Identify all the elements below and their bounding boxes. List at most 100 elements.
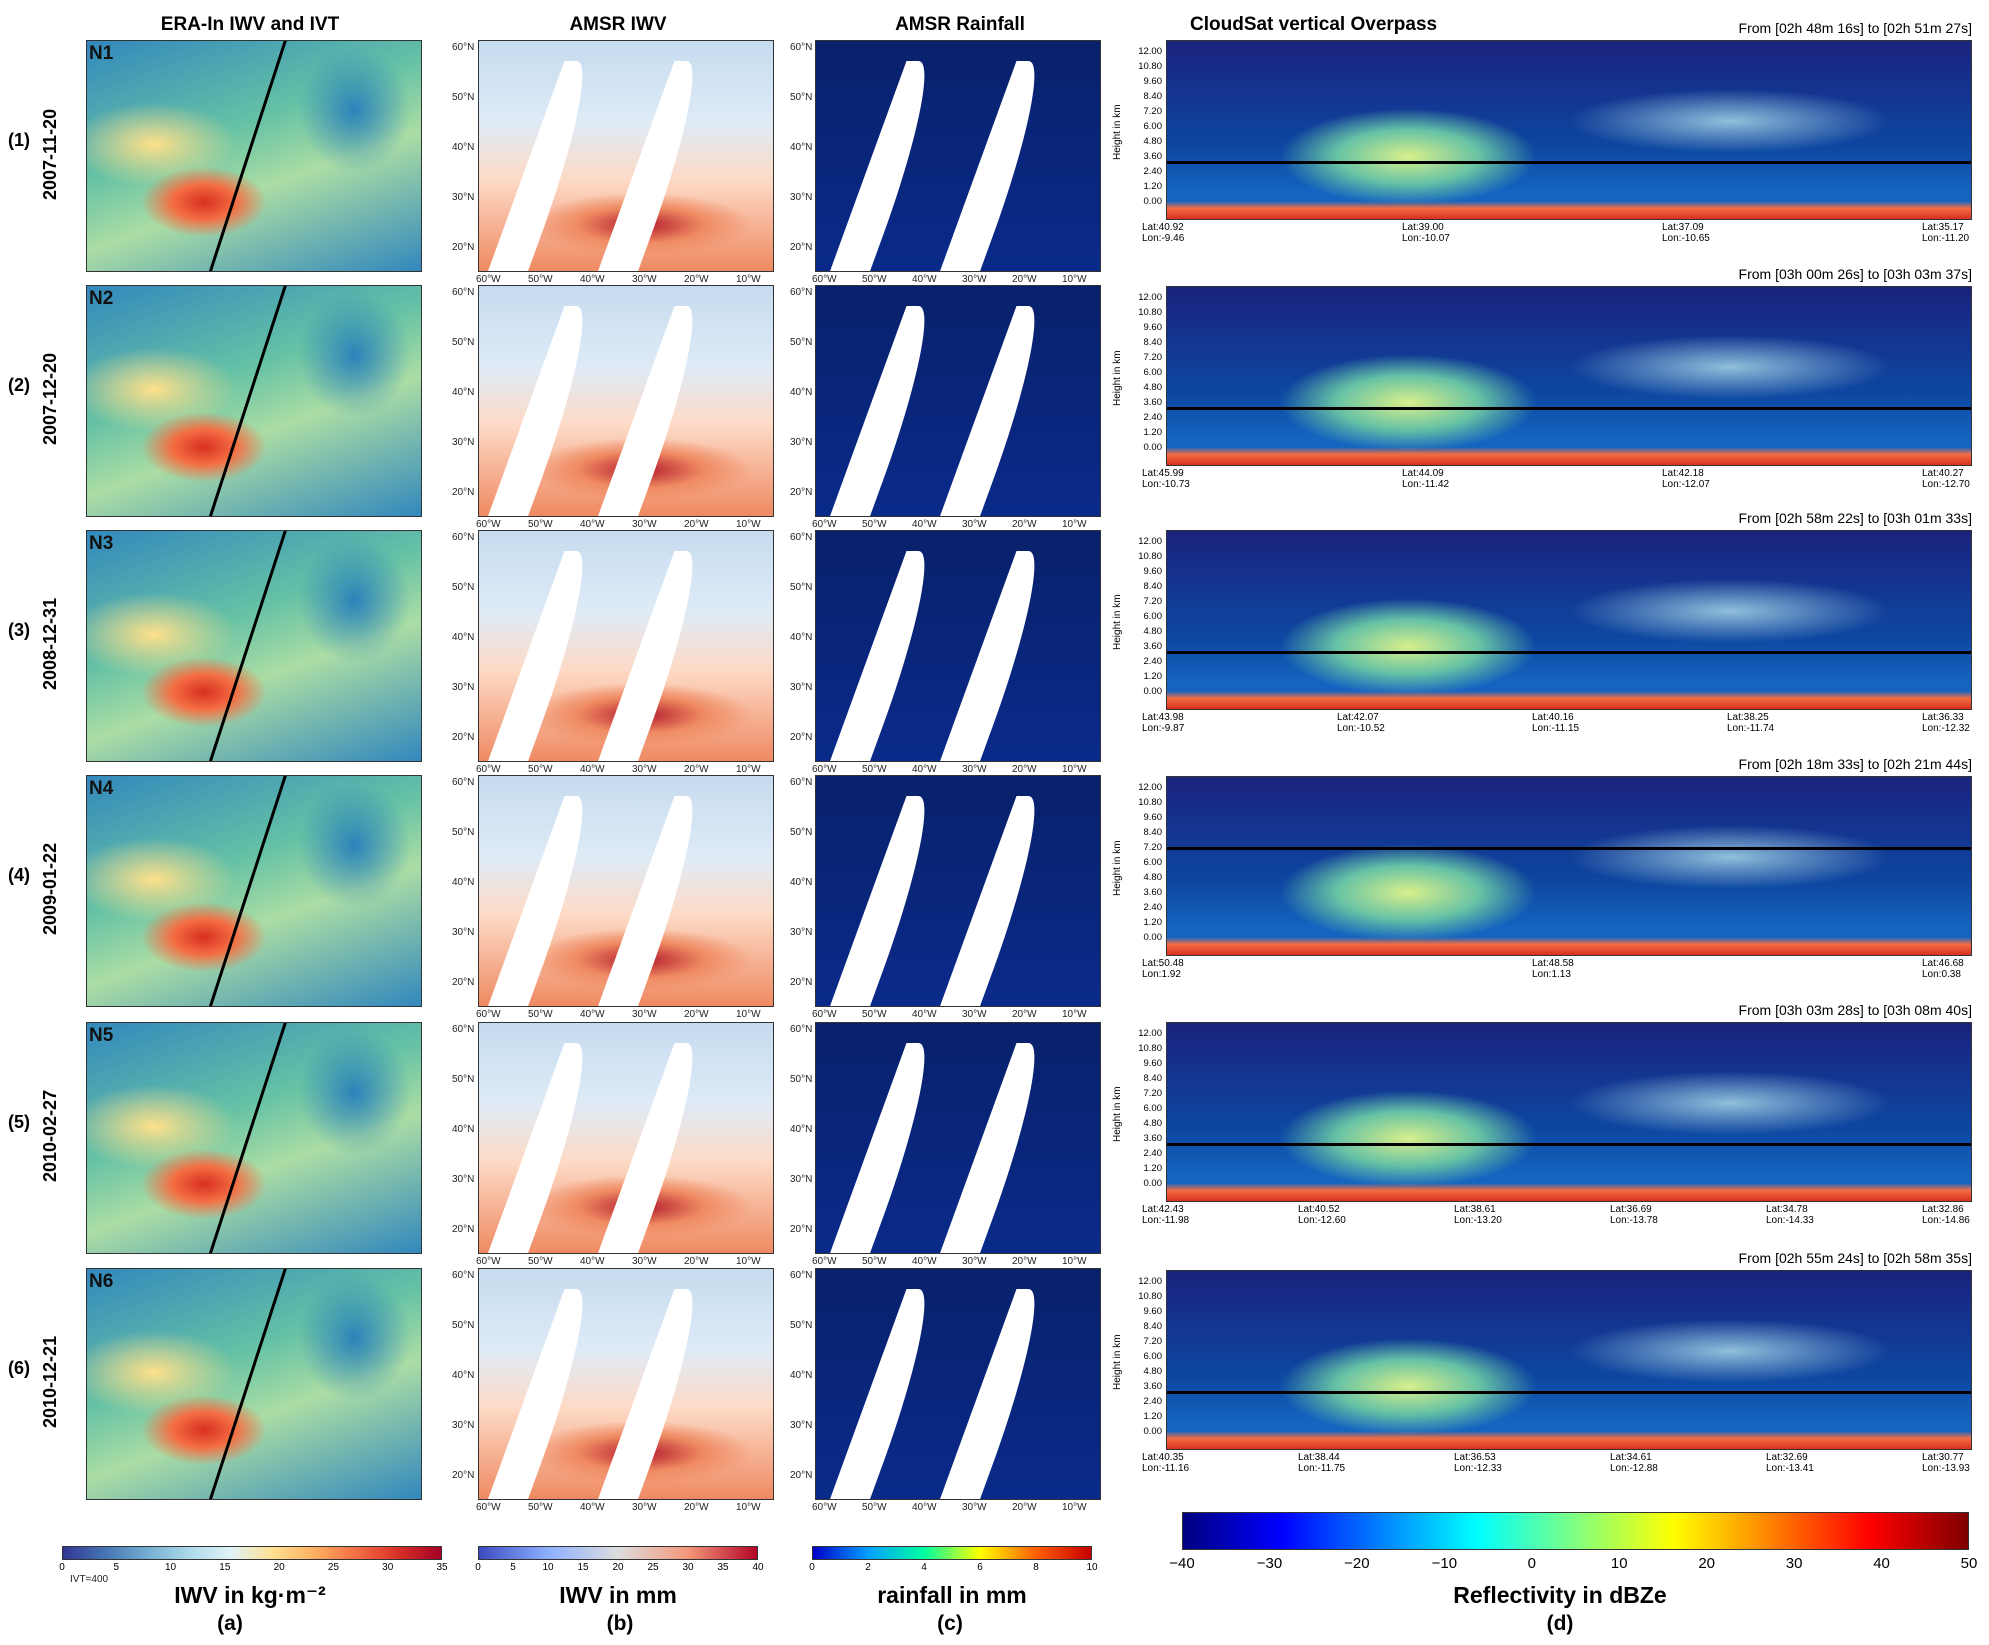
lat-tick: 40°N <box>452 877 475 888</box>
profile-y-ticks: 12.00 10.80 9.60 8.40 7.20 6.00 4.80 3.60 2.40 1.… <box>1128 1274 1162 1439</box>
missing-swath <box>925 61 1057 271</box>
lon-tick: 30°W <box>632 519 657 530</box>
lat-tick: 20°N <box>790 977 813 988</box>
label-b: IWV in mm <box>559 1582 677 1608</box>
lon-tick: 60°W <box>476 1256 501 1267</box>
missing-swath <box>479 306 605 516</box>
lon-tick: 30°W <box>962 1009 987 1020</box>
lon-value: Lon:-10.52 <box>1337 723 1385 734</box>
cloudsat-track-line <box>207 41 291 271</box>
lon-tick: 40°W <box>580 1502 605 1513</box>
colorbar-tick: 40 <box>752 1562 764 1573</box>
profile-y-tick: 12.00 <box>1138 292 1162 303</box>
lon-tick: 40°W <box>580 1009 605 1020</box>
letter-b: (b) <box>606 1612 634 1635</box>
lat-lon-label: Lat:44.09 Lon:-11.42 <box>1402 468 1449 490</box>
era-map-label: N2 <box>89 288 114 309</box>
lat-value: Lat:46.68 <box>1922 958 1964 969</box>
freezing-level-line <box>1167 1143 1971 1146</box>
lon-tick: 60°W <box>812 1009 837 1020</box>
missing-swath <box>816 551 947 761</box>
profile-y-ticks: 12.00 10.80 9.60 8.40 7.20 6.00 4.80 3.60 2.40 1.… <box>1128 290 1162 455</box>
amsr-iwv-map <box>478 40 774 272</box>
lat-tick: 50°N <box>452 1074 475 1085</box>
lat-tick: 60°N <box>452 42 475 53</box>
lat-value: Lat:48.58 <box>1532 958 1574 969</box>
colorbar-tick: 2 <box>865 1562 871 1573</box>
lat-value: Lat:40.16 <box>1532 712 1574 723</box>
amsr-iwv-map <box>478 1022 774 1254</box>
amsr-rainfall-map <box>815 1268 1101 1500</box>
profile-y-tick: 7.20 <box>1143 596 1163 607</box>
profile-y-tick: 0.00 <box>1143 442 1163 453</box>
lon-tick: 50°W <box>862 274 887 285</box>
row-number: (5) <box>8 1112 30 1132</box>
lat-tick: 30°N <box>790 1420 813 1431</box>
lon-value: Lon:-11.15 <box>1532 723 1580 734</box>
row-number: (2) <box>8 375 30 395</box>
colorbar-tick: 25 <box>647 1562 659 1573</box>
colorbar-tick: 5 <box>510 1562 516 1573</box>
lat-value: Lat:38.25 <box>1727 712 1769 723</box>
profile-y-tick: 1.20 <box>1143 181 1163 192</box>
lon-value: Lon:-13.20 <box>1454 1215 1502 1226</box>
row-number: (1) <box>8 130 30 150</box>
colorbar-b <box>478 1546 758 1560</box>
colorbar-tick: 40 <box>1873 1555 1890 1572</box>
cloudsat-track-line <box>207 776 291 1006</box>
lat-value: Lat:40.52 <box>1298 1204 1340 1215</box>
lat-tick: 30°N <box>452 682 475 693</box>
lat-value: Lat:32.86 <box>1922 1204 1964 1215</box>
colorbar-tick: 10 <box>165 1562 177 1573</box>
profile-y-tick: 0.00 <box>1143 686 1163 697</box>
lat-tick: 50°N <box>452 92 475 103</box>
lat-lon-label: Lat:48.58 Lon:1.13 <box>1532 958 1574 980</box>
colorbar-tick: 25 <box>327 1562 339 1573</box>
lon-value: Lon:-11.16 <box>1142 1463 1190 1474</box>
era-map-label: N1 <box>89 43 114 64</box>
profile-y-tick: 4.80 <box>1143 382 1163 393</box>
profile-y-tick: 3.60 <box>1143 1381 1163 1392</box>
missing-swath <box>925 1289 1057 1499</box>
colorbar-tick: 0 <box>809 1562 815 1573</box>
lat-tick: 30°N <box>452 927 475 938</box>
profile-y-tick: 8.40 <box>1143 337 1163 348</box>
lat-tick: 40°N <box>790 142 813 153</box>
title-amsr-rainfall: AMSR Rainfall <box>895 14 1025 35</box>
freezing-level-line <box>1167 161 1971 164</box>
row-date: 2008-12-31 <box>40 597 60 690</box>
colorbar-tick: 10 <box>1086 1562 1098 1573</box>
colorbar-tick: 30 <box>382 1562 394 1573</box>
lon-tick: 40°W <box>912 1009 937 1020</box>
lon-tick: 10°W <box>736 1256 761 1267</box>
lon-value: Lon:0.38 <box>1922 969 1961 980</box>
lat-lon-label: Lat:32.69 Lon:-13.41 <box>1766 1452 1814 1474</box>
lon-value: Lon:-11.74 <box>1727 723 1775 734</box>
lat-lon-label: Lat:38.25 Lon:-11.74 <box>1727 712 1774 734</box>
lon-tick: 20°W <box>684 1502 709 1513</box>
lon-tick: 40°W <box>912 1256 937 1267</box>
missing-swath <box>583 61 715 271</box>
lon-value: Lon:-11.20 <box>1922 233 1970 244</box>
lon-tick: 20°W <box>684 764 709 775</box>
lat-tick: 30°N <box>452 1174 475 1185</box>
profile-y-tick: 12.00 <box>1138 46 1162 57</box>
lon-tick: 10°W <box>736 764 761 775</box>
lat-lon-label: Lat:45.99 Lon:-10.73 <box>1142 468 1190 490</box>
lon-value: Lon:-11.75 <box>1298 1463 1346 1474</box>
era-map: N5 <box>86 1022 422 1254</box>
freezing-level-line <box>1167 847 1971 850</box>
lat-tick: 60°N <box>452 1270 475 1281</box>
lat-lon-label: Lat:43.98 Lon:-9.87 <box>1142 712 1184 734</box>
missing-swath <box>816 61 947 271</box>
lat-lon-label: Lat:38.61 Lon:-13.20 <box>1454 1204 1502 1226</box>
lat-tick: 60°N <box>790 532 813 543</box>
lat-tick: 60°N <box>452 1024 475 1035</box>
missing-swath <box>925 551 1057 761</box>
profile-y-ticks: 12.00 10.80 9.60 8.40 7.20 6.00 4.80 3.60 2.40 1.… <box>1128 1026 1162 1191</box>
profile-y-tick: 4.80 <box>1143 626 1163 637</box>
label-c: rainfall in mm <box>877 1582 1027 1608</box>
missing-swath <box>583 306 715 516</box>
profile-y-tick: 6.00 <box>1143 1351 1163 1362</box>
colorbar-tick: 10 <box>542 1562 554 1573</box>
